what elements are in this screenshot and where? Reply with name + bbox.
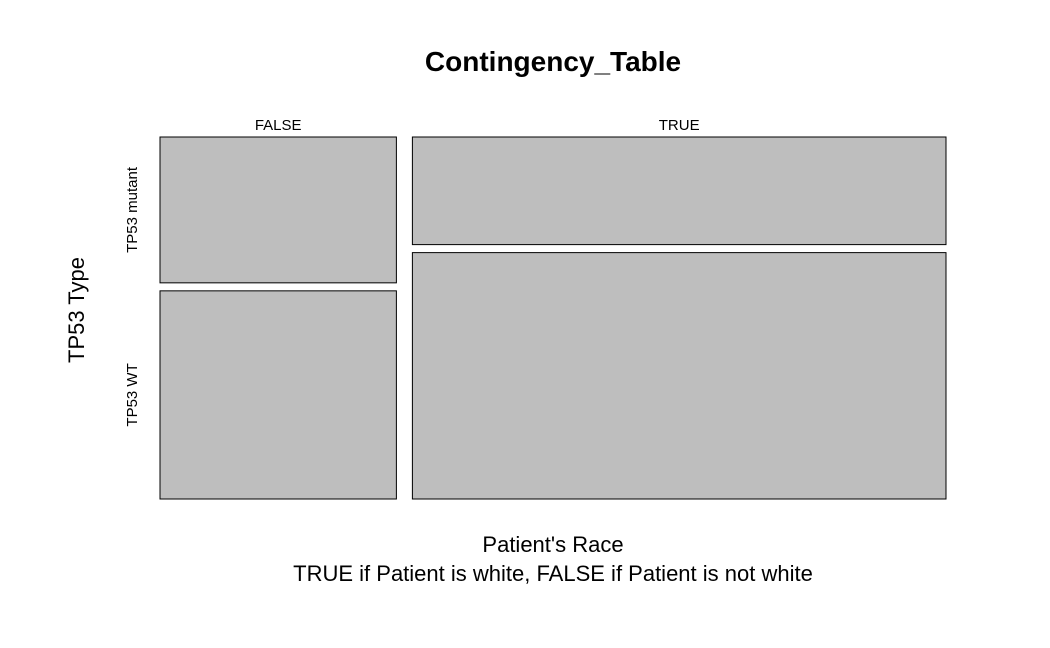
y-category-label-mutant: TP53 mutant bbox=[124, 166, 141, 253]
x-category-label-true: TRUE bbox=[659, 117, 700, 134]
mosaic-cells bbox=[159, 136, 947, 500]
x-axis-label-subtitle: TRUE if Patient is white, FALSE if Patie… bbox=[293, 561, 813, 586]
mosaic-cell-true-mutant bbox=[411, 136, 947, 246]
y-category-label-wt: TP53 WT bbox=[124, 363, 141, 426]
mosaic-cell-true-wt bbox=[411, 252, 947, 500]
mosaic-cell-false-wt bbox=[159, 290, 397, 500]
mosaic-cell-false-mutant bbox=[159, 136, 397, 284]
x-axis-label: Patient's Race bbox=[482, 532, 623, 557]
x-category-label-false: FALSE bbox=[255, 117, 302, 134]
y-axis-label: TP53 Type bbox=[64, 257, 89, 363]
chart-title: Contingency_Table bbox=[425, 46, 681, 77]
